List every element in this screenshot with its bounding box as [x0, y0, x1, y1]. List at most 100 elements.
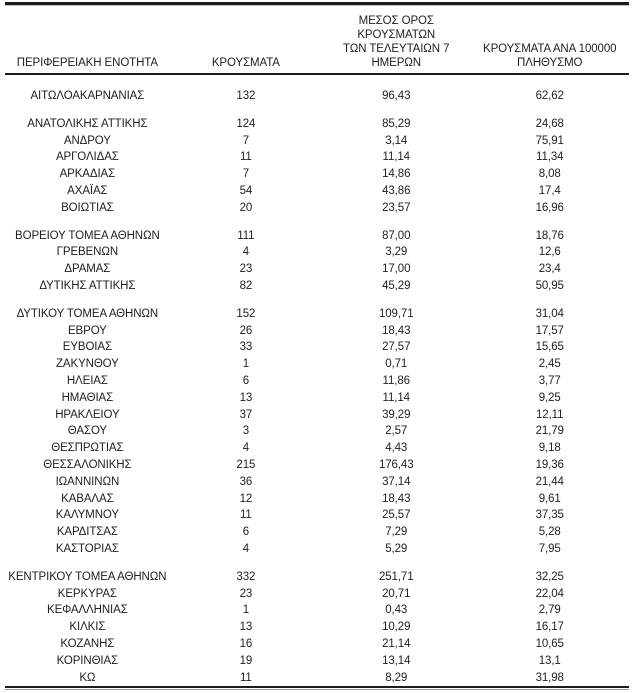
region-name-cell: ΚΕΡΚΥΡΑΣ	[57, 587, 117, 600]
cases-cell: 152	[236, 307, 256, 320]
cases-cell: 1	[242, 358, 249, 371]
region-group: ΑΝΑΤΟΛΙΚΗΣ ΑΤΤΙΚΗΣ 124 85,29 24,68 ΑΝΔΡΟ…	[5, 116, 629, 217]
per100k-cell: 32,25	[535, 570, 564, 583]
per100k-cell: 3,77	[538, 374, 561, 387]
per100k-cell: 17,57	[535, 324, 564, 337]
region-group: ΔΥΤΙΚΟΥ ΤΟΜΕΑ ΑΘΗΝΩΝ 152 109,71 31,04 ΕΒ…	[5, 306, 629, 558]
table-bottom-border	[5, 686, 629, 689]
region-group: ΒΟΡΕΙΟΥ ΤΟΜΕΑ ΑΘΗΝΩΝ 111 87,00 18,76 ΓΡΕ…	[5, 228, 629, 295]
avg7days-cell: 3,14	[385, 134, 408, 147]
cases-cell: 332	[236, 570, 256, 583]
avg7days-cell: 21,14	[382, 637, 411, 650]
cases-cell: 7	[242, 168, 249, 181]
table-row: ΒΟΡΕΙΟΥ ΤΟΜΕΑ ΑΘΗΝΩΝ 111 87,00 18,76	[5, 228, 629, 245]
cases-cell: 36	[239, 475, 253, 488]
avg7days-cell: 251,71	[378, 570, 414, 583]
per100k-cell: 21,79	[535, 425, 564, 438]
region-name-cell: ΗΛΕΙΑΣ	[66, 374, 108, 387]
table-row: ΚΕΡΚΥΡΑΣ 23 20,71 22,04	[5, 586, 629, 603]
cases-cell: 1	[242, 604, 249, 617]
region-name-cell: ΚΑΒΑΛΑΣ	[61, 492, 114, 505]
column-header-cases: ΚΡΟΥΣΜΑΤΑ	[211, 57, 280, 69]
cases-cell: 132	[236, 90, 256, 102]
avg7days-cell: 25,57	[382, 509, 411, 522]
avg7days-cell: 0,43	[385, 604, 408, 617]
cases-cell: 6	[242, 374, 249, 387]
per100k-cell: 12,6	[538, 246, 561, 259]
region-name-cell: ΚΑΛΥΜΝΟΥ	[55, 509, 119, 522]
cases-cell: 19	[239, 654, 253, 667]
region-group: ΑΙΤΩΛΟΑΚΑΡΝΑΝΙΑΣ 132 96,43 62,62	[5, 88, 629, 105]
region-name-cell: ΘΕΣΠΡΩΤΙΑΣ	[51, 442, 124, 455]
per100k-cell: 18,76	[535, 229, 564, 242]
cases-cell: 13	[239, 621, 253, 634]
per100k-cell: 62,62	[535, 90, 564, 102]
cases-cell: 11	[239, 151, 252, 164]
table-row: ΚΙΛΚΙΣ 13 10,29 16,17	[5, 619, 629, 636]
avg7days-cell: 10,29	[382, 621, 411, 634]
table-body: ΑΙΤΩΛΟΑΚΑΡΝΑΝΙΑΣ 132 96,43 62,62 ΑΝΑΤΟΛΙ…	[5, 75, 629, 686]
table-row: ΑΧΑΪΑΣ 54 43,86 17,4	[5, 183, 629, 200]
per100k-cell: 2,79	[538, 604, 561, 617]
avg7days-cell: 45,29	[382, 279, 411, 292]
cases-cell: 11	[239, 671, 252, 684]
per100k-cell: 9,18	[538, 442, 561, 455]
cases-cell: 12	[239, 492, 253, 505]
table-row: ΕΒΡΟΥ 26 18,43 17,57	[5, 323, 629, 340]
table-row: ΔΥΤΙΚΗΣ ΑΤΤΙΚΗΣ 82 45,29 50,95	[5, 278, 629, 295]
cases-cell: 111	[237, 229, 255, 242]
table-row: ΗΡΑΚΛΕΙΟΥ 37 39,29 12,11	[5, 407, 629, 424]
cases-cell: 11	[239, 509, 252, 522]
cases-cell: 54	[239, 184, 253, 197]
per100k-cell: 7,95	[538, 542, 561, 555]
region-name-cell: ΑΡΚΑΔΙΑΣ	[59, 168, 116, 181]
avg7days-cell: 2,57	[385, 425, 408, 438]
per100k-cell: 22,04	[535, 587, 564, 600]
per100k-cell: 15,65	[535, 341, 564, 354]
region-name-cell: ΔΥΤΙΚΗΣ ΑΤΤΙΚΗΣ	[39, 279, 136, 292]
region-name-cell: ΑΝΔΡΟΥ	[63, 134, 111, 147]
table-row: ΒΟΙΩΤΙΑΣ 20 23,57 16,96	[5, 200, 629, 217]
avg7days-cell: 39,29	[382, 408, 411, 421]
per100k-cell: 31,04	[535, 307, 564, 320]
table-row: ΑΡΚΑΔΙΑΣ 7 14,86 8,08	[5, 166, 629, 183]
region-name-cell: ΗΡΑΚΛΕΙΟΥ	[55, 408, 120, 421]
cases-cell: 3	[242, 425, 249, 438]
table-row: ΚΑΒΑΛΑΣ 12 18,43 9,61	[5, 491, 629, 508]
avg7days-cell: 37,14	[382, 475, 411, 488]
region-name-cell: ΔΥΤΙΚΟΥ ΤΟΜΕΑ ΑΘΗΝΩΝ	[16, 307, 159, 320]
region-name-cell: ΕΥΒΟΙΑΣ	[62, 341, 112, 354]
table-top-border-shadow	[5, 5, 629, 6]
avg7days-cell: 17,00	[382, 263, 411, 276]
table-top-border	[5, 2, 629, 5]
table-row: ΘΑΣΟΥ 3 2,57 21,79	[5, 423, 629, 440]
avg7days-cell: 20,71	[382, 587, 411, 600]
avg7days-cell: 13,14	[382, 654, 411, 667]
table-header-border	[5, 73, 629, 75]
table-row: ΚΑΛΥΜΝΟΥ 11 25,57 37,35	[5, 507, 629, 524]
per100k-cell: 16,17	[535, 621, 564, 634]
cases-cell: 4	[242, 542, 249, 555]
per100k-cell: 13,1	[538, 654, 561, 667]
per100k-cell: 37,35	[535, 509, 564, 522]
per100k-cell: 24,68	[535, 117, 564, 130]
region-name-cell: ΚΑΣΤΟΡΙΑΣ	[55, 542, 119, 555]
cases-cell: 16	[239, 637, 253, 650]
per100k-cell: 50,95	[535, 279, 564, 292]
avg7days-cell: 3,29	[385, 246, 408, 259]
region-name-cell: ΑΡΓΟΛΙΔΑΣ	[55, 151, 119, 164]
cases-cell: 6	[242, 526, 249, 539]
table-row: ΘΕΣΠΡΩΤΙΑΣ 4 4,43 9,18	[5, 440, 629, 457]
per100k-cell: 17,4	[538, 184, 561, 197]
cases-cell: 124	[236, 117, 256, 130]
avg7days-cell: 85,29	[382, 117, 411, 130]
table-row: ΙΩΑΝΝΙΝΩΝ 36 37,14 21,44	[5, 474, 629, 491]
cases-cell: 215	[236, 458, 256, 471]
cases-cell: 37	[239, 408, 253, 421]
table-row: ΚΕΦΑΛΛΗΝΙΑΣ 1 0,43 2,79	[5, 602, 629, 619]
region-name-cell: ΒΟΡΕΙΟΥ ΤΟΜΕΑ ΑΘΗΝΩΝ	[15, 229, 160, 242]
per100k-cell: 19,36	[535, 458, 564, 471]
table-row: ΑΡΓΟΛΙΔΑΣ 11 11,14 11,34	[5, 149, 629, 166]
cases-cell: 33	[239, 341, 253, 354]
